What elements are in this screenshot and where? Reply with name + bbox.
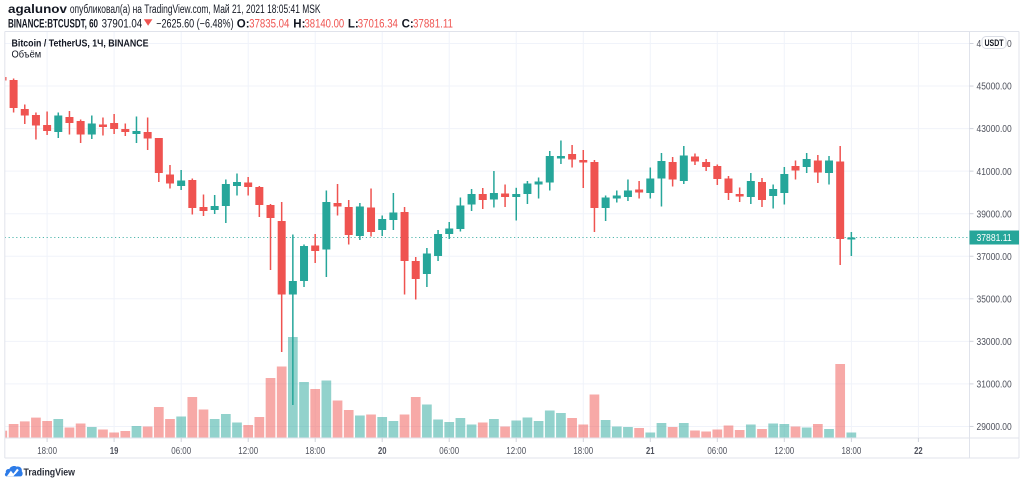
svg-text:18:00: 18:00 [37,446,57,457]
svg-text:33000.00: 33000.00 [977,337,1013,348]
svg-text:TradingView: TradingView [24,468,76,479]
svg-text:12:00: 12:00 [238,446,258,457]
svg-text:agalunov опубликовал(а) на Tra: agalunov опубликовал(а) на TradingView.c… [8,4,321,16]
svg-text:H:: H: [293,18,305,30]
svg-text:06:00: 06:00 [707,446,727,457]
svg-text:38140.00: 38140.00 [305,18,345,30]
svg-text:Bitcoin / TetherUS, 1Ч, BINANC: Bitcoin / TetherUS, 1Ч, BINANCE [12,38,149,49]
svg-text:35000.00: 35000.00 [977,294,1013,305]
svg-text:37000.00: 37000.00 [977,252,1013,263]
svg-text:45000.00: 45000.00 [977,82,1013,93]
svg-text:37881.11: 37881.11 [977,233,1013,244]
svg-text:22: 22 [914,446,923,457]
svg-text:29000.00: 29000.00 [977,422,1013,433]
svg-text:C:: C: [402,18,414,30]
svg-text:21: 21 [646,446,655,457]
svg-text:18:00: 18:00 [573,446,593,457]
svg-text:43000.00: 43000.00 [977,124,1013,135]
svg-text:12:00: 12:00 [774,446,794,457]
svg-text:L:: L: [348,18,359,30]
svg-text:12:00: 12:00 [506,446,526,457]
svg-text:06:00: 06:00 [171,446,191,457]
svg-text:06:00: 06:00 [439,446,459,457]
svg-text:18:00: 18:00 [305,446,325,457]
svg-text:41000.00: 41000.00 [977,167,1013,178]
svg-text:18:00: 18:00 [842,446,862,457]
svg-text:39000.00: 39000.00 [977,209,1013,220]
svg-text:20: 20 [378,446,387,457]
svg-text:37881.11: 37881.11 [413,18,453,30]
svg-text:O:: O: [237,18,250,30]
svg-text:BINANCE:BTCUSDT, 60: BINANCE:BTCUSDT, 60 [8,18,98,30]
svg-text:37016.34: 37016.34 [358,18,399,30]
svg-text:−2625.60 (−6.48%): −2625.60 (−6.48%) [156,18,234,30]
svg-text:37901.04: 37901.04 [102,18,143,30]
svg-text:37835.04: 37835.04 [249,18,290,30]
svg-text:19: 19 [110,446,119,457]
svg-text:USDT: USDT [985,38,1004,48]
svg-text:31000.00: 31000.00 [977,380,1013,391]
svg-text:Объём: Объём [12,48,42,60]
